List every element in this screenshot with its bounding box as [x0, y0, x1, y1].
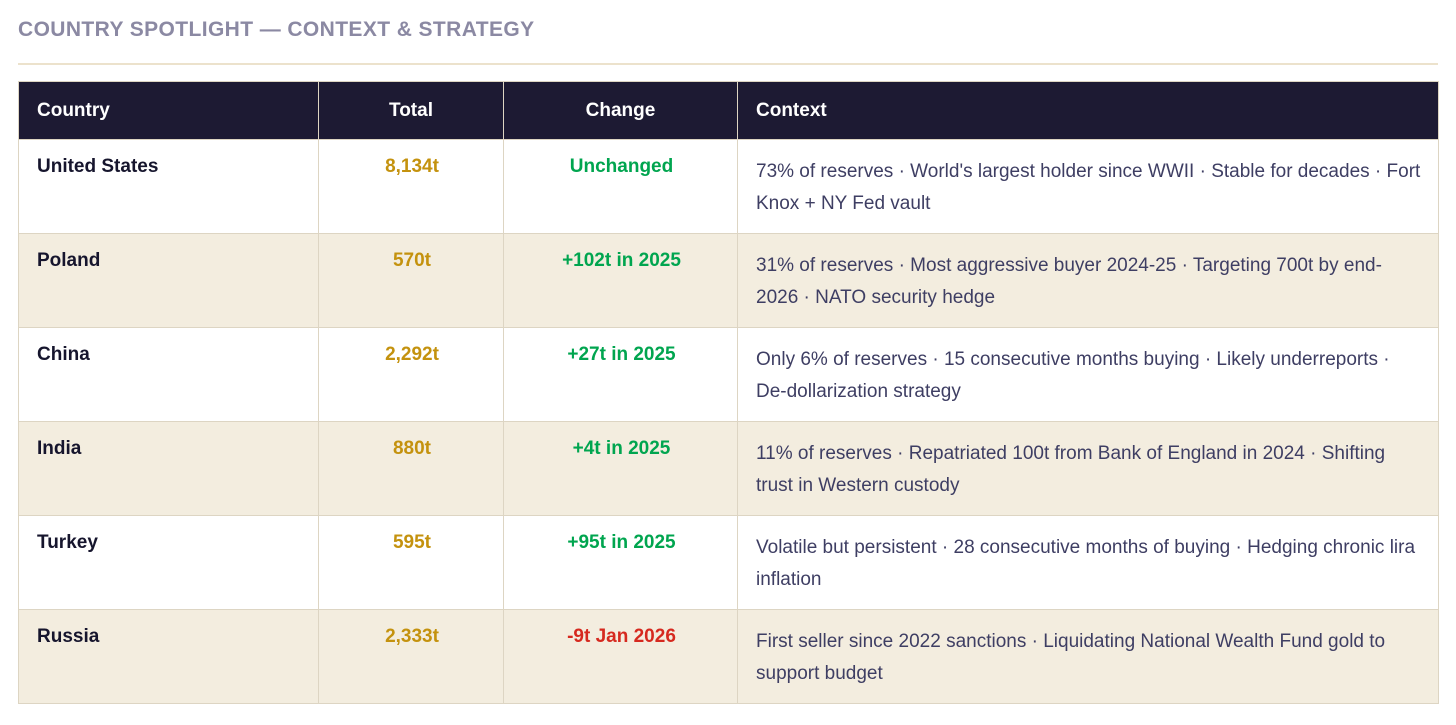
- table-row: Turkey 595t +95t in 2025 Volatile but pe…: [18, 515, 1439, 610]
- table-row: Russia 2,333t -9t Jan 2026 First seller …: [18, 609, 1439, 704]
- table-row: India 880t +4t in 2025 11% of reserves ·…: [18, 421, 1439, 516]
- change-cell: +102t in 2025: [503, 233, 738, 328]
- page: COUNTRY SPOTLIGHT — CONTEXT & STRATEGY C…: [18, 18, 1439, 704]
- context-cell: 11% of reserves · Repatriated 100t from …: [737, 421, 1439, 516]
- context-cell: Only 6% of reserves · 15 consecutive mon…: [737, 327, 1439, 422]
- context-cell: First seller since 2022 sanctions · Liqu…: [737, 609, 1439, 704]
- change-cell: Unchanged: [503, 139, 738, 234]
- country-cell: United States: [18, 139, 319, 234]
- column-header-change: Change: [503, 81, 738, 140]
- country-cell: Russia: [18, 609, 319, 704]
- context-cell: 31% of reserves · Most aggressive buyer …: [737, 233, 1439, 328]
- table-row: China 2,292t +27t in 2025 Only 6% of res…: [18, 327, 1439, 422]
- change-cell: -9t Jan 2026: [503, 609, 738, 704]
- total-cell: 595t: [318, 515, 504, 610]
- change-cell: +27t in 2025: [503, 327, 738, 422]
- change-cell: +4t in 2025: [503, 421, 738, 516]
- country-cell: Poland: [18, 233, 319, 328]
- total-cell: 8,134t: [318, 139, 504, 234]
- country-cell: China: [18, 327, 319, 422]
- context-cell: Volatile but persistent · 28 consecutive…: [737, 515, 1439, 610]
- country-spotlight-table: Country Total Change Context United Stat…: [18, 81, 1439, 704]
- column-header-total: Total: [318, 81, 504, 140]
- country-cell: Turkey: [18, 515, 319, 610]
- country-cell: India: [18, 421, 319, 516]
- total-cell: 880t: [318, 421, 504, 516]
- column-header-context: Context: [737, 81, 1439, 140]
- change-cell: +95t in 2025: [503, 515, 738, 610]
- page-title: COUNTRY SPOTLIGHT — CONTEXT & STRATEGY: [18, 18, 535, 41]
- total-cell: 2,292t: [318, 327, 504, 422]
- table-header-row: Country Total Change Context: [18, 81, 1439, 140]
- column-header-country: Country: [18, 81, 319, 140]
- table-row: United States 8,134t Unchanged 73% of re…: [18, 139, 1439, 234]
- table-body: United States 8,134t Unchanged 73% of re…: [18, 139, 1439, 704]
- title-divider: [18, 63, 1438, 65]
- total-cell: 570t: [318, 233, 504, 328]
- table-row: Poland 570t +102t in 2025 31% of reserve…: [18, 233, 1439, 328]
- context-cell: 73% of reserves · World's largest holder…: [737, 139, 1439, 234]
- total-cell: 2,333t: [318, 609, 504, 704]
